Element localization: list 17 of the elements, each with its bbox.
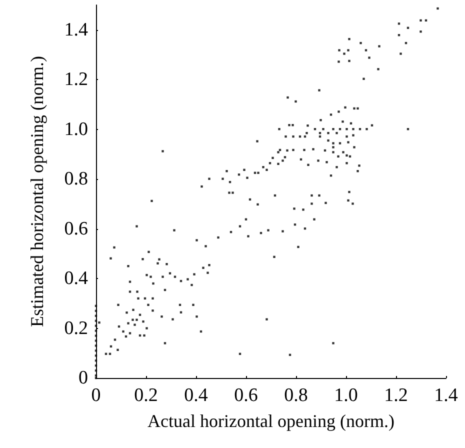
y-tick-label: 0.2 [64,318,88,339]
x-tick-label: 1.2 [384,385,408,406]
y-tick-label: 1.2 [64,69,88,90]
x-tick-label: 0.8 [284,385,308,406]
x-tick-label: 1.0 [334,385,358,406]
x-tick-label: 0.2 [134,385,158,406]
y-tick-label: 0 [78,368,88,388]
x-axis-title: Actual horizontal opening (norm.) [148,411,394,431]
x-tick-label: 0.6 [234,385,258,406]
x-tick-label: 1.4 [434,385,458,406]
y-tick-label: 1.0 [64,118,88,140]
y-tick-label: 0.6 [64,218,88,240]
y-tick-label: 0.8 [64,168,88,190]
y-axis-title: Estimated horizontal opening (norm.) [27,56,47,327]
y-tick-label: 0.4 [64,268,88,290]
x-tick-label: 0.4 [184,385,208,406]
y-tick-label: 1.4 [64,19,88,40]
